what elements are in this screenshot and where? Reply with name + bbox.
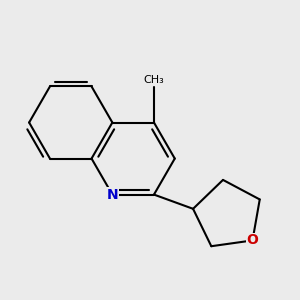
Text: CH₃: CH₃: [144, 75, 164, 85]
Text: O: O: [247, 233, 258, 248]
Text: N: N: [106, 188, 118, 202]
